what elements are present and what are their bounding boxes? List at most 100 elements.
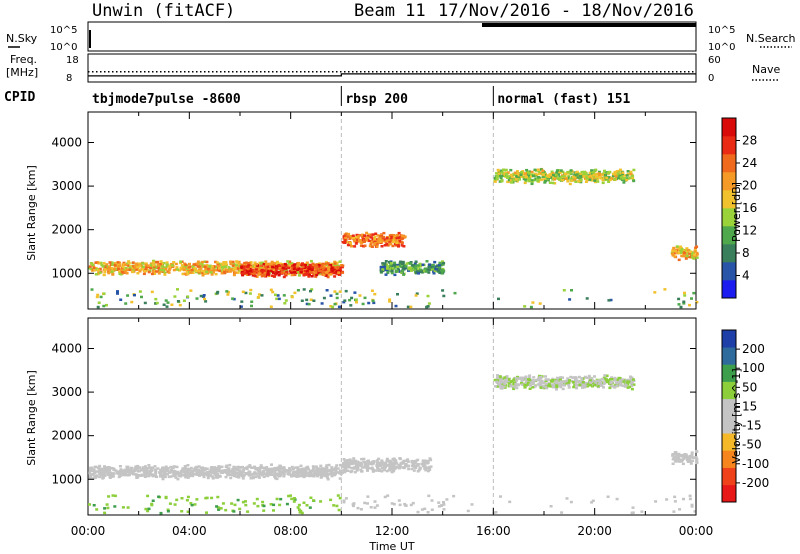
power-cell — [679, 249, 683, 252]
power-cell — [412, 265, 416, 269]
velocity-cell — [623, 385, 627, 388]
velocity-cell — [88, 474, 92, 477]
power-cell — [677, 258, 681, 262]
power-cell — [568, 172, 572, 175]
power-cell — [423, 269, 427, 273]
power-cell — [259, 265, 263, 269]
velocity-cell — [518, 376, 522, 380]
velocity-cell — [577, 375, 581, 379]
velocity-cell — [521, 377, 525, 381]
velocity-cell — [162, 475, 166, 478]
power-cell — [541, 169, 545, 172]
velocity-cell — [599, 379, 603, 382]
velocity-cell — [598, 384, 602, 387]
power-cell — [599, 177, 603, 180]
velocity-cell — [262, 504, 266, 508]
power-cell — [121, 271, 125, 274]
velocity-cell — [338, 496, 342, 500]
power-cell — [279, 262, 282, 265]
velocity-cell — [430, 499, 434, 502]
velocity-cell — [618, 379, 622, 382]
velocity-cell — [605, 380, 609, 384]
power-cell — [143, 270, 147, 273]
velocity-cell — [159, 475, 162, 478]
power-cell — [154, 260, 158, 264]
power-cell — [376, 234, 380, 237]
velocity-cell — [167, 475, 171, 479]
power-cell — [310, 288, 314, 291]
power-cell — [353, 239, 357, 242]
power-cell — [243, 269, 247, 272]
velocity-cell — [375, 464, 379, 467]
power-cell — [310, 268, 314, 271]
power-cell — [234, 271, 238, 274]
power-colorbar-swatch — [722, 208, 736, 227]
power-cell — [601, 178, 605, 182]
power-cell — [509, 179, 513, 182]
power-cell — [594, 180, 597, 184]
velocity-cell — [275, 467, 279, 470]
velocity-cell — [350, 460, 354, 463]
velocity-cell — [147, 507, 151, 511]
power-cell — [613, 173, 617, 176]
power-cell — [682, 252, 686, 255]
velocity-cell — [362, 457, 366, 461]
velocity-cell — [241, 470, 245, 474]
power-cell — [689, 255, 693, 259]
x-tick-label: 20:00 — [577, 524, 612, 538]
velocity-cell — [148, 466, 152, 469]
power-cell — [126, 262, 129, 265]
velocity-cell — [326, 478, 330, 481]
velocity-cell — [359, 468, 363, 472]
cpid-row: CPID tbjmode7pulse -8600 rbsp 200 normal (… — [4, 86, 631, 107]
power-cell — [150, 272, 154, 276]
velocity-cell — [276, 472, 280, 475]
power-cell — [275, 272, 279, 275]
power-cell — [244, 291, 248, 295]
velocity-cell — [632, 383, 636, 386]
power-cell — [400, 241, 404, 244]
power-cell — [688, 252, 692, 255]
power-cell — [530, 182, 534, 186]
power-cell — [442, 261, 446, 265]
velocity-cell — [134, 468, 138, 471]
power-cell — [358, 294, 362, 297]
power-cell — [144, 262, 148, 265]
velocity-cell — [512, 385, 516, 389]
velocity-cell — [153, 468, 157, 471]
velocity-cell — [289, 494, 292, 497]
power-cell — [548, 173, 552, 176]
power-cell — [150, 290, 154, 294]
x-tick-label: 12:00 — [375, 524, 410, 538]
velocity-cell — [312, 499, 315, 502]
velocity-cell — [159, 511, 163, 515]
power-cell — [324, 269, 328, 272]
velocity-cell — [164, 496, 168, 500]
power-cell — [499, 174, 502, 177]
velocity-cell — [437, 501, 441, 504]
velocity-cell — [534, 384, 538, 388]
velocity-cell — [175, 465, 179, 469]
velocity-cell — [561, 376, 565, 379]
velocity-cell — [384, 461, 388, 465]
velocity-cell — [224, 508, 228, 512]
power-cell — [594, 168, 598, 172]
power-cell — [558, 178, 562, 181]
power-cell — [170, 264, 174, 267]
power-cell — [216, 263, 220, 266]
velocity-cell — [271, 467, 275, 470]
power-cell — [141, 262, 145, 265]
velocity-cell — [121, 469, 125, 472]
velocity-cell — [342, 458, 346, 461]
power-cell — [506, 171, 510, 174]
power-cell — [239, 268, 243, 272]
power-cell — [156, 263, 160, 267]
power-cell — [179, 266, 183, 270]
velocity-cell — [411, 501, 415, 505]
velocity-cell — [355, 468, 359, 471]
velocity-cell — [106, 466, 109, 469]
power-cell — [607, 175, 611, 179]
power-cell — [629, 170, 633, 174]
power-cell — [496, 168, 500, 172]
power-cell — [337, 305, 341, 309]
